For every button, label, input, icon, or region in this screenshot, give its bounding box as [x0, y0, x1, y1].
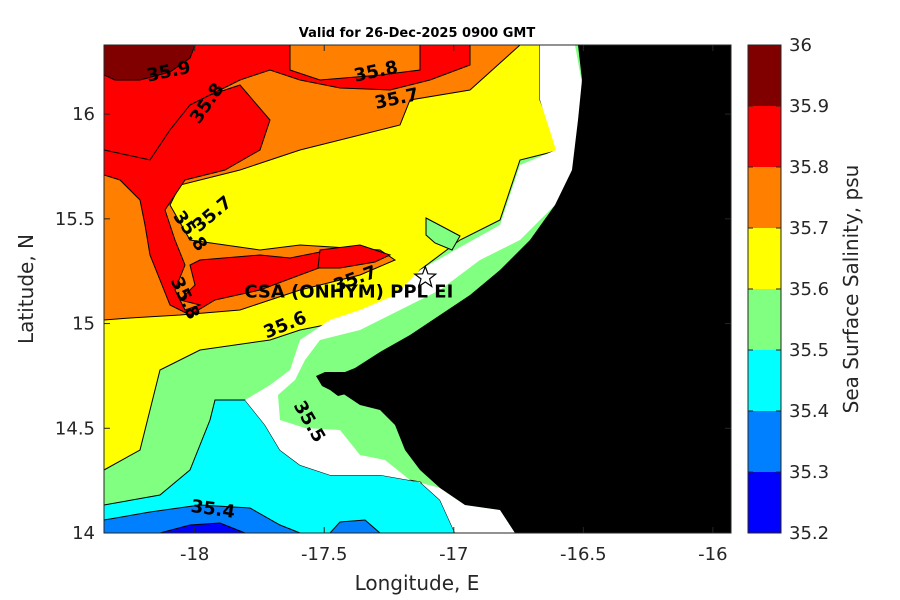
colorbar-tick-label: 35.8	[789, 157, 829, 178]
colorbar-swatch	[748, 289, 781, 350]
colorbar-swatch	[748, 411, 781, 472]
colorbar-swatch	[748, 228, 781, 289]
colorbar-tick-label: 35.4	[789, 401, 829, 422]
y-axis: 14 14.5 15 15.5 16	[55, 104, 731, 544]
band-35.5-35.6-islet	[425, 217, 461, 251]
plot-frame	[103, 44, 732, 534]
colorbar-tick-label: 35.5	[789, 340, 829, 361]
band-35.8-35.9-patch	[317, 244, 392, 269]
land-senegal	[318, 45, 731, 533]
y-axis-label: Latitude, N	[14, 234, 38, 344]
colorbar: 35.2 35.3 35.4 35.5 35.6 35.7 35.8 35.9 36	[747, 35, 829, 544]
y-tick-label: 15	[72, 314, 95, 335]
colorbar-tick-label: 35.7	[789, 218, 829, 239]
colorbar-label: Sea Surface Salinity, psu	[839, 165, 863, 414]
colorbar-tick-label: 35.2	[789, 523, 829, 544]
colorbar-swatch	[748, 350, 781, 411]
star-icon	[413, 264, 438, 288]
band-35.2-35.3	[159, 522, 246, 533]
colorbar-swatch	[748, 472, 781, 533]
colorbar-swatch	[748, 167, 781, 228]
x-tick-label: -16.5	[560, 544, 607, 565]
colorbar-tick-label: 35.6	[789, 279, 829, 300]
colorbar-swatch	[748, 106, 781, 167]
colorbar-swatch	[748, 45, 781, 106]
plot-area	[104, 45, 731, 533]
x-axis-label: Longitude, E	[355, 571, 480, 595]
colorbar-tick-label: 36	[789, 35, 812, 56]
chart-title: Valid for 26-Dec-2025 0900 GMT	[299, 26, 536, 41]
y-tick-label: 15.5	[55, 209, 95, 230]
y-tick-label: 14	[72, 523, 95, 544]
site-marker: CSA (ONHYM) PPL EI	[244, 264, 453, 302]
x-tick-label: -17.5	[301, 544, 348, 565]
x-tick-label: -16	[698, 544, 727, 565]
x-tick-label: -18	[180, 544, 209, 565]
x-axis: -18 -17.5 -17 -16.5 -16	[180, 45, 728, 565]
cape-verde-peninsula	[316, 372, 350, 396]
x-tick-label: -17	[439, 544, 468, 565]
colorbar-tick-label: 35.9	[789, 96, 829, 117]
band-35.8-35.9-south	[104, 84, 337, 316]
band-35.3-35.4-east	[329, 519, 381, 533]
band-35.3-35.4	[104, 504, 301, 533]
coastal-mask	[245, 45, 585, 533]
y-tick-label: 14.5	[55, 418, 95, 439]
site-label: CSA (ONHYM) PPL EI	[244, 281, 453, 302]
band-35.9-36	[104, 45, 196, 81]
colorbar-tick-label: 35.3	[789, 462, 829, 483]
y-tick-label: 16	[72, 104, 95, 125]
